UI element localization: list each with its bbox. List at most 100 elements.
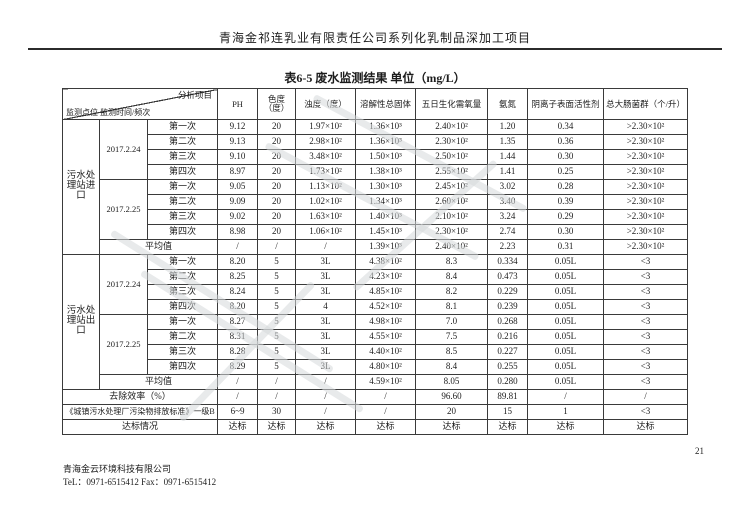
value-cell: 5	[257, 284, 297, 300]
table-row: 2017.2.25 第一次 8.27 5 3L 4.98×10² 7.0 0.2…	[63, 314, 689, 375]
value-cell: /	[217, 374, 259, 390]
value-cell: 1.13×10²	[295, 179, 357, 195]
value-cell: 1.06×10²	[295, 224, 357, 240]
value-cell: 20	[257, 149, 297, 165]
value-cell: 1.38×10³	[355, 164, 417, 180]
value-cell: <3	[603, 254, 689, 270]
monitoring-table: 分析项目 监测点位 监测时间/频次 PH 色度（度） 浊度（度） 溶解性总固体 …	[61, 88, 689, 435]
run-label: 第三次	[146, 149, 219, 165]
value-cell: 8.20	[217, 254, 259, 270]
value-cell: 4.55×10²	[355, 329, 417, 345]
run-label: 第二次	[146, 329, 219, 345]
corner-label-analysis: 分析项目	[178, 90, 213, 100]
column-header-tds: 溶解性总固体	[355, 88, 417, 120]
value-cell: 5	[257, 299, 297, 315]
value-cell: 3L	[295, 284, 357, 300]
value-cell: <3	[603, 359, 689, 375]
value-cell: 2.10×10²	[415, 209, 489, 225]
value-cell: 3L	[295, 329, 357, 345]
value-cell: >2.30×10²	[603, 239, 689, 255]
value-cell: 3L	[295, 314, 357, 330]
value-cell: /	[355, 389, 417, 405]
table-row: 第三次 9.02 20 1.63×10² 1.40×10³ 2.10×10² 3…	[63, 209, 689, 225]
site-cell-inlet: 污水处理站进口	[62, 119, 100, 255]
value-cell: 1.36×10³	[355, 119, 417, 135]
value-cell: 达标	[603, 419, 689, 435]
value-cell: 1.35	[487, 134, 529, 150]
table-row: 第三次 8.28 5 3L 4.40×10² 8.5 0.227 0.05L <…	[63, 344, 689, 360]
value-cell: >2.30×10²	[603, 164, 689, 180]
value-cell: 达标	[217, 419, 259, 435]
value-cell: 4.38×10²	[355, 254, 417, 270]
value-cell: 5	[257, 254, 297, 270]
run-label: 第三次	[146, 209, 219, 225]
table-row: 第二次 8.31 5 3L 4.55×10² 7.5 0.216 0.05L <…	[63, 329, 689, 345]
value-cell: /	[257, 389, 297, 405]
value-cell: 5	[257, 314, 297, 330]
value-cell: 1.34×10³	[355, 194, 417, 210]
value-cell: 2.23	[487, 239, 529, 255]
value-cell: 20	[257, 179, 297, 195]
value-cell: 0.05L	[527, 374, 605, 390]
value-cell: 89.81	[487, 389, 529, 405]
value-cell: 8.4	[415, 269, 489, 285]
value-cell: 4.85×10²	[355, 284, 417, 300]
column-header-color: 色度（度）	[257, 88, 297, 120]
run-label: 第二次	[146, 269, 219, 285]
value-cell: 30	[257, 404, 297, 420]
value-cell: 4.80×10²	[355, 359, 417, 375]
value-cell: 达标	[257, 419, 297, 435]
value-cell: 1.30×10³	[355, 179, 417, 195]
value-cell: 4.98×10²	[355, 314, 417, 330]
table-row: 第四次 8.97 20 1.73×10² 1.38×10³ 2.55×10² 1…	[63, 164, 689, 180]
footer-company: 青海金云环境科技有限公司	[63, 464, 172, 474]
value-cell: 0.05L	[527, 344, 605, 360]
value-cell: 0.05L	[527, 269, 605, 285]
value-cell: 达标	[355, 419, 417, 435]
value-cell: 8.98	[217, 224, 259, 240]
column-header-ph: PH	[217, 88, 259, 120]
page-header-title: 青海金祁连乳业有限责任公司系列化乳制品深加工项目	[218, 31, 531, 45]
value-cell: 9.02	[217, 209, 259, 225]
value-cell: 0.34	[527, 119, 605, 135]
value-cell: 3L	[295, 344, 357, 360]
value-cell: 0.36	[527, 134, 605, 150]
value-cell: 8.1	[415, 299, 489, 315]
header-divider	[28, 48, 722, 50]
value-cell: 5	[257, 329, 297, 345]
page-number: 21	[695, 446, 704, 456]
value-cell: 0.05L	[527, 359, 605, 375]
value-cell: 7.5	[415, 329, 489, 345]
table-row: 第三次 8.24 5 3L 4.85×10² 8.2 0.229 0.05L <…	[63, 284, 689, 300]
value-cell: 0.30	[527, 224, 605, 240]
value-cell: 4	[295, 299, 357, 315]
value-cell: 3.24	[487, 209, 529, 225]
footer-contact: TeL：0971-6515412 Fax：0971-6515412	[63, 477, 217, 488]
value-cell: 20	[257, 224, 297, 240]
value-cell: >2.30×10²	[603, 119, 689, 135]
value-cell: /	[217, 389, 259, 405]
value-cell: 20	[415, 404, 489, 420]
value-cell: 0.239	[487, 299, 529, 315]
run-label: 第三次	[146, 284, 219, 300]
standard-label: 《城镇污水处理厂污染物排放标准》一级B	[61, 404, 219, 420]
value-cell: 4.40×10²	[355, 344, 417, 360]
value-cell: 0.255	[487, 359, 529, 375]
value-cell: /	[603, 389, 689, 405]
run-label: 第一次	[146, 254, 219, 270]
value-cell: 20	[257, 134, 297, 150]
value-cell: 0.31	[527, 239, 605, 255]
value-cell: 3.48×10²	[295, 149, 357, 165]
value-cell: 8.3	[415, 254, 489, 270]
value-cell: <3	[603, 269, 689, 285]
column-header-turbidity: 浊度（度）	[295, 88, 357, 120]
value-cell: 0.05L	[527, 314, 605, 330]
run-label: 第一次	[146, 119, 219, 135]
value-cell: >2.30×10²	[603, 194, 689, 210]
value-cell: 0.216	[487, 329, 529, 345]
table-row: 污水处理站出口 2017.2.24 第一次 8.20 5 3L 4.38×10²…	[62, 254, 689, 390]
run-label: 第四次	[146, 299, 219, 315]
average-label: 平均值	[98, 239, 219, 255]
value-cell: >2.30×10²	[603, 179, 689, 195]
